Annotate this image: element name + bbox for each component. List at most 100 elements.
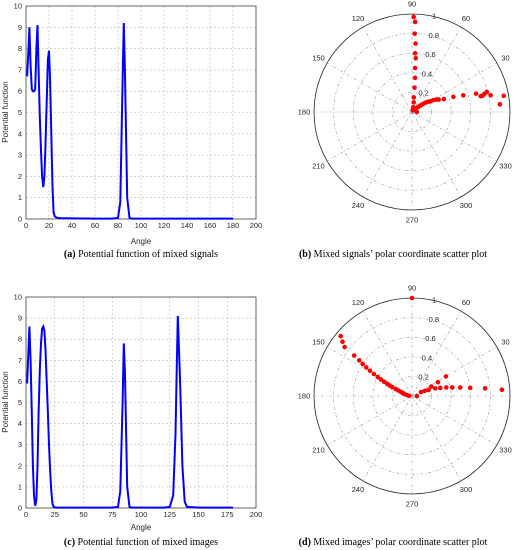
panel-d-r-label: 0.8 xyxy=(429,315,439,324)
panel-a-ticks: 0 20 40 60 80 100 120 140 160 180 200 0 1 2 3 4 5 6 7 8 9 10 xyxy=(14,2,263,231)
panel-d-point xyxy=(443,385,449,390)
panel-d-theta-label: 300 xyxy=(460,485,473,494)
panel-a-xtick-label: 180 xyxy=(227,221,240,230)
panel-c-ytick-label: 3 xyxy=(18,440,22,449)
panel-d-point xyxy=(418,389,424,395)
panel-d-point xyxy=(414,393,420,399)
panel-b-ring xyxy=(392,92,432,132)
panel-c-xtick-label: 150 xyxy=(192,510,205,519)
panel-c-ytick-label: 2 xyxy=(18,461,22,470)
panel-b-theta-label: 60 xyxy=(462,14,470,23)
panel-b-point xyxy=(497,102,503,107)
panel-d-theta-label: 180 xyxy=(298,392,311,401)
panel-d-caption: (d) Mixed images’ polar coordinate scatt… xyxy=(299,537,488,548)
panel-d-theta-label: 240 xyxy=(352,485,365,494)
panel-b-point xyxy=(460,93,466,98)
panel-b-point xyxy=(412,31,418,36)
panel-b-point xyxy=(412,85,417,90)
panel-b-theta-label: 90 xyxy=(408,0,416,9)
panel-b-point xyxy=(501,93,506,99)
panel-c-ytick-label: 4 xyxy=(18,419,22,428)
panel-d-point xyxy=(360,361,365,367)
panel-d-theta-label: 330 xyxy=(499,446,512,455)
panel-d-ring xyxy=(372,356,452,436)
panel-b-spoke xyxy=(362,111,413,198)
panel-d-point xyxy=(449,385,455,390)
panel-c-xtick-label: 25 xyxy=(51,510,59,519)
panel-d-point xyxy=(390,384,395,390)
panel-d-point xyxy=(356,358,362,363)
panel-a-ytick-label: 9 xyxy=(18,23,22,32)
panel-b-spoke xyxy=(362,26,413,113)
panel-d-point xyxy=(467,385,473,391)
panel-b-point xyxy=(484,89,490,95)
panel-b-spoke xyxy=(326,111,413,162)
panel-b-point xyxy=(410,104,416,110)
panel-d-point xyxy=(351,353,357,358)
panel-b-spoke xyxy=(411,26,462,113)
panel-a-caption-text: Potential function of mixed signals xyxy=(76,249,219,260)
panel-c-ytick-label: 0 xyxy=(18,504,22,513)
panel-c-ytick-label: 6 xyxy=(18,377,22,386)
panel-c-xtick-label: 0 xyxy=(24,510,28,519)
panel-c-xtick-label: 125 xyxy=(163,510,176,519)
panel-b-theta-label: 300 xyxy=(460,201,473,210)
panel-d-spoke xyxy=(362,395,413,482)
panel-d-point xyxy=(375,374,381,380)
panel-b-point xyxy=(478,93,484,99)
panel-b-theta-label: 180 xyxy=(298,108,311,117)
panel-b-ring xyxy=(372,72,452,152)
panel-b-point xyxy=(413,55,419,61)
panel-d-ring xyxy=(392,376,432,416)
panel-d-point xyxy=(378,377,384,382)
panel-d-point xyxy=(340,339,345,344)
panel-a-xtick-label: 160 xyxy=(204,221,217,230)
panel-d-spoke xyxy=(411,346,498,397)
panel-c-ytick-label: 10 xyxy=(14,293,22,302)
panel-a-ytick-label: 3 xyxy=(18,151,22,160)
panel-d-point xyxy=(499,387,505,393)
panel-d-points xyxy=(338,295,505,399)
panel-a-xtick-label: 20 xyxy=(45,221,53,230)
panel-d-spoke xyxy=(326,395,413,446)
panel-b-theta-label: 210 xyxy=(312,162,325,171)
panel-d-point xyxy=(409,295,415,301)
panel-b-theta-label: 120 xyxy=(352,14,365,23)
panel-a-ytick-label: 4 xyxy=(18,129,22,138)
panel-d-spoke xyxy=(362,310,413,397)
panel-d-point xyxy=(367,368,373,374)
panel-d-theta-label: 210 xyxy=(312,446,325,455)
panel-b-r-label: 0.2 xyxy=(418,89,428,98)
panel-b-theta-label: 330 xyxy=(499,162,512,171)
panel-a-xtick-label: 120 xyxy=(158,221,171,230)
panel-b-spoke xyxy=(326,62,413,113)
panel-c-xtick-label: 50 xyxy=(79,510,87,519)
panel-d-point xyxy=(435,379,441,385)
panel-a-xtick-label: 40 xyxy=(68,221,76,230)
panel-b-point xyxy=(411,100,417,105)
panel-a-xlabel: Angle xyxy=(131,237,152,246)
panel-c-ytick-label: 7 xyxy=(18,356,22,365)
panel-d-polar-scatter: 03060901201501802102402703003300.20.40.6… xyxy=(298,284,518,549)
panel-d-point xyxy=(381,379,387,385)
panel-d-point xyxy=(443,374,449,379)
panel-a-ytick-label: 2 xyxy=(18,172,22,181)
panel-a-series-line xyxy=(26,22,233,220)
panel-d-point xyxy=(433,386,438,391)
panel-c-grid xyxy=(26,297,256,508)
panel-b-theta-label: 270 xyxy=(406,216,419,225)
panel-c-xtick-label: 200 xyxy=(250,510,263,519)
panel-a-line-chart: 0 20 40 60 80 100 120 140 160 180 200012345678910 … xyxy=(1,2,262,261)
panel-b-point xyxy=(412,19,418,25)
panel-d-theta-label: 120 xyxy=(352,298,365,307)
panel-b-caption: (b) Mixed signals’ polar coordinate scat… xyxy=(299,249,487,260)
panel-b-point xyxy=(411,14,416,20)
panel-b-spoke xyxy=(411,111,462,198)
panel-d-point xyxy=(426,387,431,393)
panel-c-ytick-label: 5 xyxy=(18,398,22,407)
panel-b-point xyxy=(441,96,447,102)
panel-c-caption-text: Potential function of mixed images xyxy=(75,537,218,548)
panel-b-caption-letter: (b) xyxy=(299,249,311,260)
panel-d-spoke xyxy=(411,395,498,446)
panel-b-caption-text: Mixed signals’ polar coordinate scatter … xyxy=(311,249,487,260)
